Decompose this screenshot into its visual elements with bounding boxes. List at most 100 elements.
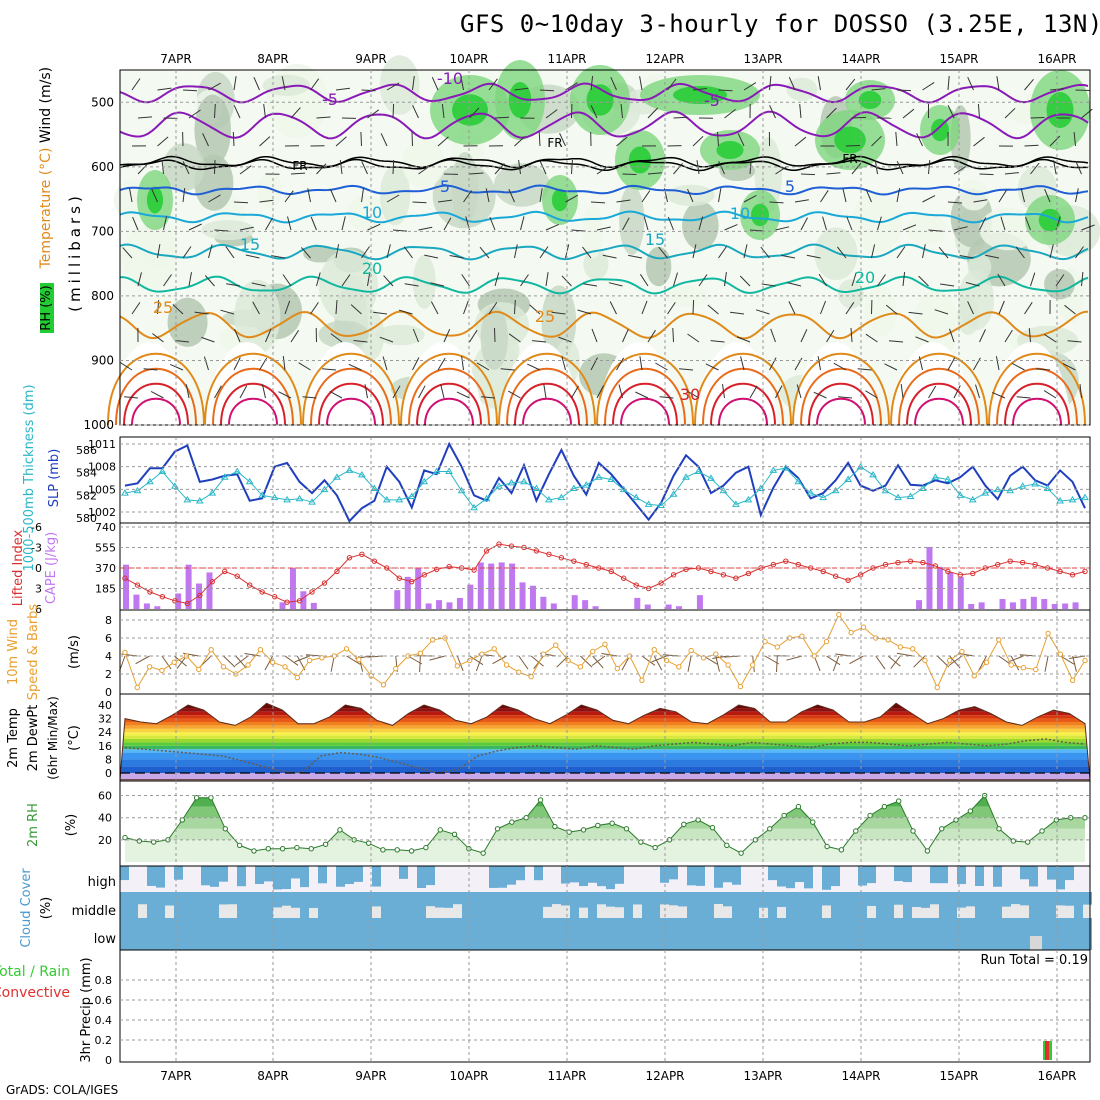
bottom-date-label: 13APR (743, 1069, 782, 1083)
upper-wind-barb (310, 216, 317, 231)
warm-isotherm (506, 367, 588, 426)
upper-wind-barb (239, 165, 252, 175)
cloud-low-cell (174, 918, 183, 950)
panel-frame (119, 522, 1091, 611)
wind-speed-marker (959, 648, 965, 655)
upper-wind-barb (386, 82, 400, 91)
thickness-marker (719, 486, 728, 494)
cape-bar (477, 562, 484, 609)
lifted-index-marker (583, 561, 589, 568)
temp-color-band (120, 732, 1090, 736)
rh-shade (619, 184, 645, 255)
upper-wind-barb (590, 105, 598, 119)
upper-wind-barb (463, 300, 469, 315)
upper-wind-barb (1044, 188, 1051, 203)
upper-wind-barb (850, 327, 853, 343)
upper-wind-barb (692, 88, 707, 91)
wind-speed-marker (319, 655, 325, 661)
surface-wind-barb (948, 655, 963, 666)
cloud-low-cell (579, 918, 588, 950)
cloud-middle-cell (219, 892, 228, 905)
cloud-middle-cell (120, 892, 129, 918)
upper-wind-barb (583, 283, 598, 287)
cloud-low-cell (408, 918, 417, 950)
upper-wind-barb (494, 163, 505, 175)
upper-wind-barb (232, 131, 235, 147)
rh-moist-core (834, 126, 866, 154)
upper-wind-barb (1024, 78, 1034, 91)
li-axis-label: Lifted Index (11, 529, 26, 606)
warm-isotherm (498, 352, 596, 426)
rh-marker (681, 821, 687, 828)
upper-wind-barb (979, 173, 994, 176)
pressure-tick-label: 900 (91, 353, 114, 367)
warm-isotherm (710, 382, 776, 426)
cloud-middle-cell (426, 892, 435, 907)
li-tick-label: -3 (31, 542, 42, 555)
upper-wind-barb (488, 78, 498, 91)
cloud-low-cell (489, 918, 498, 950)
cloud-low-cell (858, 918, 867, 950)
upper-wind-barb (287, 216, 292, 231)
upper-wind-barb (896, 160, 904, 175)
warm-isotherm (326, 397, 376, 426)
wind-tick-label: 6 (105, 632, 112, 645)
cloud-middle-cell (309, 892, 318, 908)
upper-wind-barb (543, 384, 547, 399)
cloud-low-cell (498, 918, 507, 950)
temp-axis-label-2: 2m DewPt (26, 705, 41, 772)
temp-tick-label: 8 (105, 753, 112, 766)
cloud-middle-cell (246, 892, 255, 918)
cloud-middle-cell (381, 892, 390, 918)
upper-wind-barb (647, 329, 656, 343)
upper-wind-barb (398, 309, 413, 315)
isotherm-label: -5 (704, 91, 720, 110)
rh-shade (979, 207, 1038, 251)
cloud-high-cell (255, 866, 264, 884)
cloud-middle-cell (813, 892, 822, 918)
surface-wind-barb (715, 655, 720, 672)
upper-wind-barb (443, 328, 451, 343)
cloud-low-cell (822, 918, 831, 950)
cloud-middle-cell (1029, 892, 1038, 918)
cloud-middle-cell (705, 892, 714, 918)
upper-wind-barb (947, 357, 956, 371)
upper-wind-barb (794, 357, 803, 371)
upper-wind-barb (658, 246, 668, 259)
rh-shade (167, 297, 208, 347)
thickness-marker (644, 500, 653, 507)
cloud-middle-cell (669, 892, 678, 906)
cloud-low-cell (1083, 918, 1092, 950)
cape-bar (529, 585, 536, 609)
upper-wind-barb (833, 362, 847, 371)
upper-wind-barb (938, 246, 949, 259)
rh-shade (864, 285, 897, 338)
cloud-high-cell (282, 866, 291, 890)
lifted-index-marker (371, 558, 378, 564)
isotherm-label: 15 (240, 235, 260, 254)
thickness-marker (357, 470, 366, 478)
surface-wind-barb (776, 655, 778, 673)
warm-isotherm (604, 367, 686, 426)
lifted-index-marker (745, 570, 752, 577)
wind-speed-marker (614, 665, 621, 672)
rh-shade (958, 269, 995, 331)
upper-wind-barb (143, 368, 158, 371)
upper-wind-barb (508, 333, 521, 343)
cloud-middle-cell (1020, 892, 1029, 906)
cape-bar (446, 602, 453, 609)
wind-speed-marker (774, 644, 781, 650)
cloud-middle-cell (255, 892, 264, 918)
temp-axis-label-1: 2m Temp (6, 708, 21, 768)
cloud-high-cell (1056, 866, 1065, 890)
rh-moist-core (508, 82, 532, 118)
upper-wind-barb (922, 195, 936, 203)
wind-speed-marker (393, 665, 399, 672)
cape-bar (947, 572, 954, 609)
wind-speed-marker (466, 657, 473, 664)
surface-wind-barb (419, 655, 421, 673)
warm-isotherm (816, 397, 866, 426)
upper-wind-barb (837, 246, 847, 259)
lifted-index-marker (1032, 561, 1038, 568)
panel-frame (119, 69, 1091, 426)
